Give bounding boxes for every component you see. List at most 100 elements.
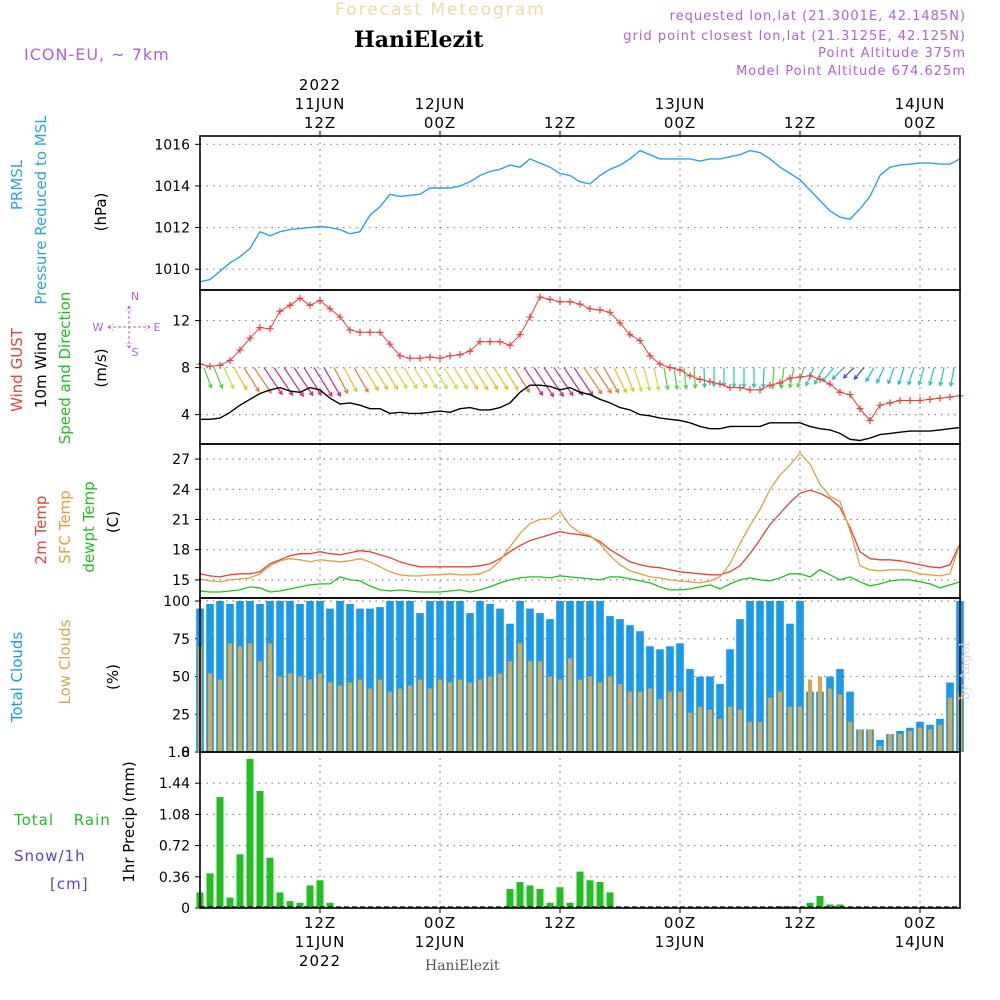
low-cloud-bar (467, 682, 473, 752)
rain-bar (266, 857, 274, 908)
low-cloud-bar (417, 679, 423, 752)
gust-marker (426, 353, 434, 361)
time-label-bottom: 12JUN (415, 933, 466, 951)
gust-marker (896, 397, 904, 405)
low-cloud-bar (667, 691, 673, 752)
low-cloud-bar (387, 691, 393, 752)
rain-bar (596, 882, 604, 908)
gust-marker (406, 354, 414, 362)
total-cloud-bar (436, 601, 444, 752)
low-cloud-bar (497, 673, 503, 752)
wind-arrow-head (317, 390, 322, 396)
time-label-top: 12JUN (415, 95, 466, 113)
low-cloud-bar (227, 643, 233, 752)
low-cloud-bar (517, 643, 523, 752)
gust-marker (656, 360, 664, 368)
gust-marker (856, 405, 864, 413)
gust-marker (296, 294, 304, 302)
low-cloud-bar (817, 676, 823, 752)
gust-marker (436, 354, 444, 362)
gust-marker (606, 308, 614, 316)
gust-marker (926, 395, 934, 403)
low-cloud-bar (567, 658, 573, 752)
gust-marker (766, 381, 774, 389)
total-cloud-bar (796, 601, 804, 752)
time-label-top: 13JUN (655, 95, 706, 113)
total-cloud-bar (456, 601, 464, 752)
wind-arrow-head (692, 384, 698, 390)
wind-arrow-head (876, 378, 881, 384)
wind-arrow-head (299, 391, 304, 398)
wind-arrow (233, 367, 248, 390)
gust-marker (636, 337, 644, 345)
time-label-bottom: 11JUN (295, 933, 346, 951)
wind-arrow-head (403, 384, 408, 390)
gust-marker (776, 379, 784, 387)
rain-bar (316, 880, 324, 908)
gust-marker (256, 324, 264, 332)
wind-arrow-head (928, 380, 933, 387)
wind-arrow (683, 367, 687, 389)
wind-arrow (950, 367, 955, 387)
ytick-label: 1.8 (168, 745, 190, 761)
total-cloud-bar (426, 601, 434, 752)
rain-bar (516, 882, 524, 908)
low-cloud-bar (947, 697, 953, 752)
wind-label-10m: 10m Wind (32, 332, 50, 408)
total-cloud-bar (386, 601, 394, 752)
low-cloud-bar (437, 679, 443, 752)
wind-arrow (653, 367, 660, 391)
wind-arrow-head (760, 383, 766, 389)
wind-arrow-head (751, 383, 757, 389)
time-label-bottom: 00Z (904, 914, 936, 932)
gust-marker (886, 399, 894, 407)
rain-bar (826, 904, 834, 908)
low-cloud-bar (367, 688, 373, 752)
wind-arrow-head (711, 382, 717, 388)
low-cloud-bar (547, 676, 553, 752)
wind-arrow (333, 367, 349, 394)
gust-marker (516, 331, 524, 339)
gust-marker (796, 373, 804, 381)
gust-marker (446, 352, 454, 360)
wind-arrow-head (821, 377, 827, 383)
gust-marker (576, 300, 584, 308)
low-cloud-bar (507, 661, 513, 752)
wind-arrow-head (897, 380, 902, 386)
wind-arrow-head (683, 384, 689, 391)
rain-bar (546, 902, 554, 908)
wind-arrow-head (788, 383, 793, 389)
low-cloud-bar (357, 679, 363, 752)
low-cloud-bar (767, 697, 773, 752)
wind-arrow (473, 367, 489, 390)
wind-arrow (623, 367, 635, 392)
wind-arrow-head (655, 386, 661, 392)
pressure-unit: (hPa) (92, 193, 110, 232)
ytick-label: 1014 (154, 179, 190, 195)
total-cloud-bar (596, 601, 604, 752)
low-cloud-bar (317, 673, 323, 752)
rain-bar (206, 873, 214, 908)
gust-marker (906, 397, 914, 405)
time-label-bottom: 13JUN (655, 933, 706, 951)
wind-arrow (822, 367, 835, 382)
wind-arrow-head (865, 377, 870, 383)
wind-arrow-head (308, 391, 314, 397)
wind-arrow-head (383, 385, 389, 391)
wind-arrow-head (588, 390, 594, 397)
wind-arrow (553, 367, 574, 396)
wind-arrow (563, 367, 583, 396)
low-cloud-bar (687, 712, 693, 752)
wind-arrow (703, 367, 706, 388)
low-cloud-bar (347, 682, 353, 752)
time-label-bottom: 12Z (544, 914, 576, 932)
total-cloud-bar (556, 601, 564, 752)
low-cloud-bar (867, 729, 873, 752)
wind-label-gust: Wind GUST (8, 327, 26, 412)
rain-bar (816, 895, 824, 908)
gust-marker (586, 305, 594, 313)
total-cloud-bar (366, 608, 374, 752)
wind-arrow-head (336, 391, 341, 397)
wind-arrow (503, 367, 519, 391)
rain-bar (526, 885, 534, 908)
